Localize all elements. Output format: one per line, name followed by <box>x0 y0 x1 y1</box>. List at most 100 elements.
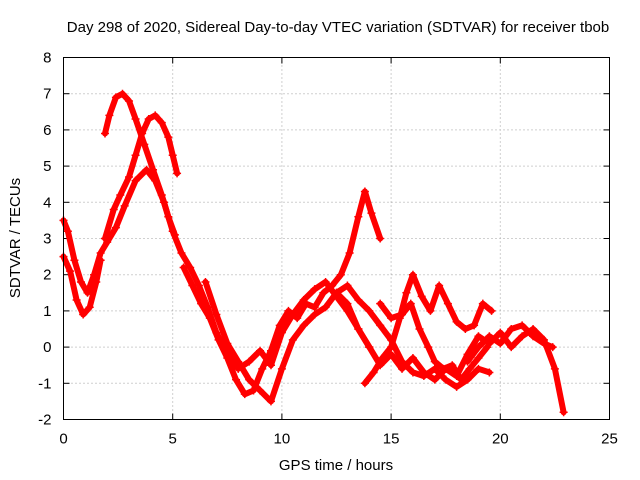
data-point <box>118 89 127 98</box>
data-point <box>63 227 72 236</box>
data-point <box>79 310 88 319</box>
data-point <box>120 201 129 210</box>
data-point <box>496 328 505 337</box>
y-tick-label: 0 <box>43 339 51 356</box>
data-point <box>168 151 177 160</box>
data-point <box>277 364 286 373</box>
data-point <box>179 263 188 272</box>
data-point <box>157 191 166 200</box>
data-point <box>387 314 396 323</box>
data-point <box>116 191 125 200</box>
data-point <box>539 339 548 348</box>
data-point <box>487 306 496 315</box>
data-point <box>164 133 173 142</box>
data-point <box>232 375 241 384</box>
data-point <box>131 115 140 124</box>
data-point <box>76 277 85 286</box>
data-point <box>177 248 186 257</box>
data-point <box>245 375 254 384</box>
data-point <box>443 299 452 308</box>
data-point <box>415 325 424 333</box>
data-point <box>288 335 297 344</box>
data-point <box>424 343 433 352</box>
series-4 <box>100 111 182 243</box>
series-9 <box>376 299 492 384</box>
data-point <box>408 353 417 362</box>
data-point <box>310 303 319 312</box>
data-point <box>83 288 92 297</box>
data-point <box>188 281 197 290</box>
plot-frame <box>63 57 610 420</box>
data-point <box>100 129 109 138</box>
data-point <box>336 270 345 279</box>
x-tick-label: 5 <box>169 431 177 448</box>
data-point <box>474 343 483 352</box>
data-point <box>483 343 492 352</box>
y-tick-label: 2 <box>43 267 51 284</box>
data-point <box>109 205 118 214</box>
y-axis-label: SDTVAR / TECUs <box>7 178 24 298</box>
data-point <box>164 212 173 221</box>
data-point <box>275 321 284 330</box>
series-10 <box>463 321 557 366</box>
data-point <box>284 306 293 315</box>
data-point <box>197 299 206 308</box>
data-point <box>234 357 243 366</box>
data-point <box>170 230 179 239</box>
series-line <box>361 271 495 387</box>
chart-title: Day 298 of 2020, Sidereal Day-to-day VTE… <box>67 19 609 36</box>
data-point <box>378 353 387 362</box>
data-point <box>321 303 330 312</box>
y-tick-label: 3 <box>43 231 51 248</box>
x-tick-label: 15 <box>383 431 400 448</box>
data-series <box>59 89 568 417</box>
data-point <box>417 292 426 301</box>
data-point <box>518 332 527 341</box>
axis-ticks: 0 5 10 15 20 25 -2 -1 0 1 2 3 4 5 6 7 8 <box>38 50 618 448</box>
data-point <box>92 277 101 286</box>
data-point <box>430 364 439 373</box>
data-point <box>299 321 308 330</box>
data-point <box>485 332 494 341</box>
data-point <box>474 353 483 362</box>
data-point <box>138 129 147 138</box>
data-point <box>223 339 232 348</box>
data-point <box>518 321 527 330</box>
data-point <box>426 306 435 315</box>
data-point <box>529 325 538 333</box>
data-point <box>452 317 461 326</box>
data-point <box>507 325 516 333</box>
data-point <box>365 343 374 352</box>
data-point <box>441 375 450 384</box>
data-point <box>343 299 352 308</box>
x-tick-label: 20 <box>492 431 509 448</box>
data-point <box>474 364 483 373</box>
y-tick-label: 4 <box>43 194 51 211</box>
data-point <box>214 335 223 344</box>
data-point <box>266 397 275 406</box>
data-point <box>96 256 105 265</box>
x-axis-label: GPS time / hours <box>279 457 393 474</box>
data-point <box>398 310 407 319</box>
data-point <box>151 111 160 120</box>
data-point <box>293 314 302 323</box>
data-point <box>321 277 330 286</box>
data-point <box>360 187 369 196</box>
data-point <box>201 277 210 286</box>
x-tick-label: 25 <box>601 431 618 448</box>
data-point <box>559 408 568 417</box>
data-point <box>131 176 140 185</box>
data-point <box>367 209 376 218</box>
series-6 <box>201 277 494 406</box>
data-point <box>360 379 369 388</box>
data-point <box>345 248 354 257</box>
data-point <box>70 256 79 265</box>
series-3 <box>100 89 179 239</box>
x-tick-label: 0 <box>59 431 67 448</box>
data-point <box>430 357 439 366</box>
data-point <box>205 314 214 323</box>
data-point <box>301 299 310 308</box>
data-point <box>354 325 363 333</box>
data-point <box>430 375 439 384</box>
data-point <box>111 93 120 102</box>
